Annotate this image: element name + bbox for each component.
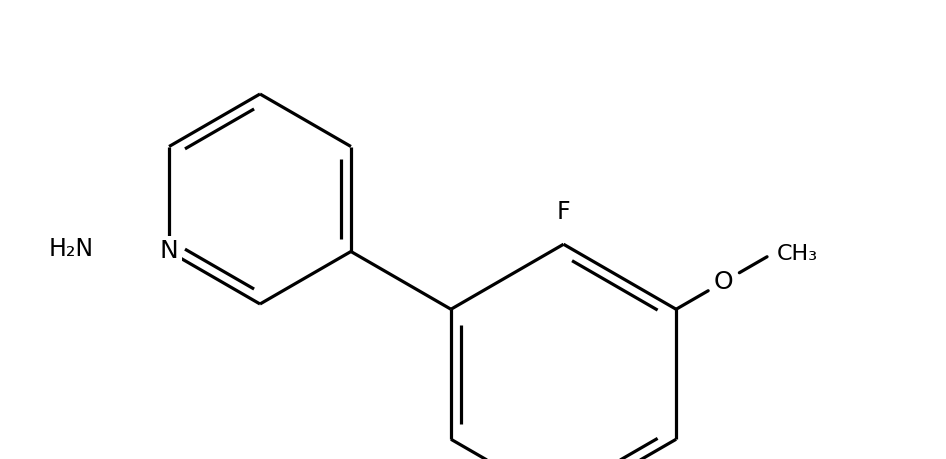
Text: H₂N: H₂N bbox=[49, 237, 94, 262]
Text: F: F bbox=[557, 200, 570, 224]
Text: CH₃: CH₃ bbox=[777, 244, 817, 264]
Text: N: N bbox=[160, 240, 179, 263]
Text: O: O bbox=[714, 270, 733, 294]
